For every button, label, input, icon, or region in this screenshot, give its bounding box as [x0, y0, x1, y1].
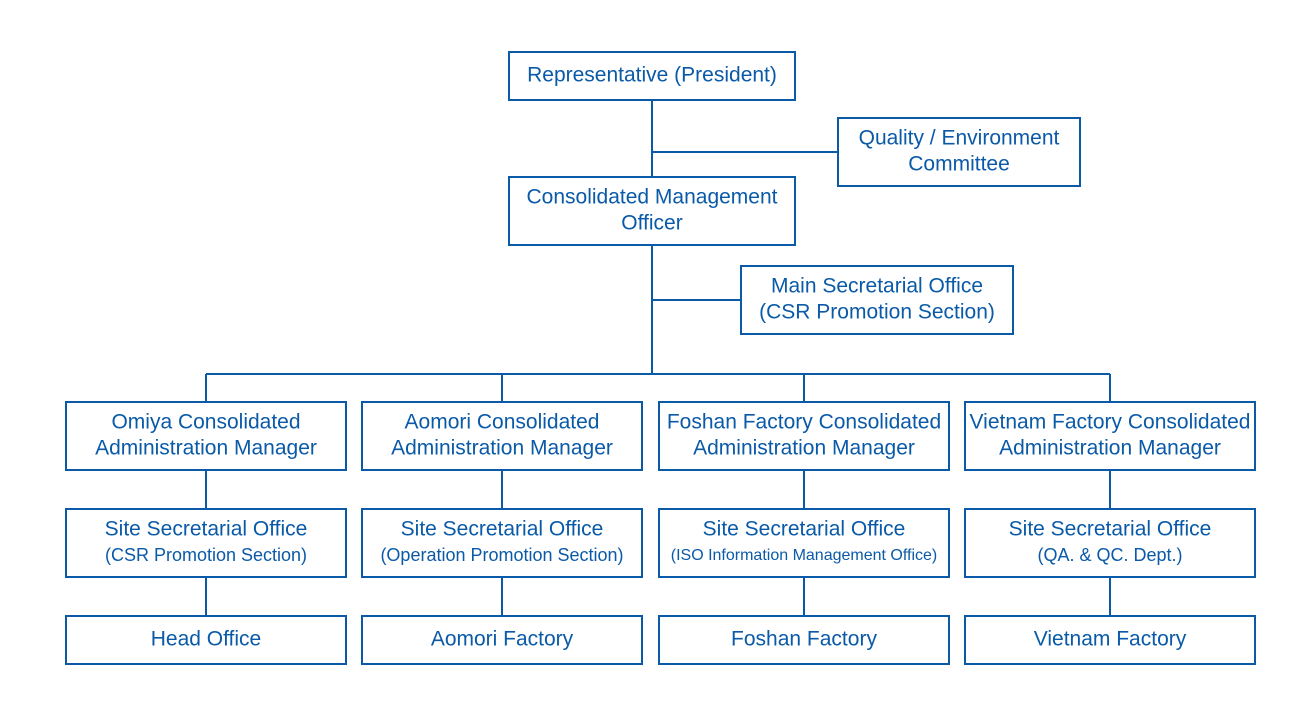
node-label: Foshan Factory Consolidated	[667, 411, 941, 434]
node-label: Vietnam Factory	[1034, 628, 1187, 651]
node-label: Head Office	[151, 628, 262, 651]
node-label: Omiya Consolidated	[111, 411, 300, 434]
node-label: Representative (President)	[527, 64, 777, 87]
org-node-cmo: Consolidated Management Officer	[509, 177, 795, 245]
node-label: Vietnam Factory Consolidated	[970, 411, 1251, 434]
node-label: Officer	[621, 212, 682, 235]
node-label: Committee	[908, 153, 1010, 176]
org-node-foshan_mgr: Foshan Factory Consolidated Administratio…	[659, 402, 949, 470]
org-chart: Representative (President) Quality / Envi…	[0, 0, 1304, 709]
node-label: Site Secretarial Office	[401, 518, 604, 541]
org-node-president: Representative (President)	[509, 52, 795, 100]
org-node-omiya_mgr: Omiya Consolidated Administration Manager	[66, 402, 346, 470]
org-node-foshan_factory: Foshan Factory	[659, 616, 949, 664]
node-label: Consolidated Management	[527, 186, 778, 209]
node-label: (CSR Promotion Section)	[105, 545, 307, 565]
org-node-qec: Quality / Environment Committee	[838, 118, 1080, 186]
node-label: Site Secretarial Office	[1009, 518, 1212, 541]
node-label: (ISO Information Management Office)	[671, 547, 937, 564]
org-node-aomori_mgr: Aomori Consolidated Administration Manage…	[362, 402, 642, 470]
node-label: Site Secretarial Office	[105, 518, 308, 541]
node-label: Administration Manager	[999, 437, 1221, 460]
node-label: (Operation Promotion Section)	[380, 545, 623, 565]
node-label: Foshan Factory	[731, 628, 877, 651]
node-label: Site Secretarial Office	[703, 518, 906, 541]
node-label: Main Secretarial Office	[771, 275, 983, 298]
node-label: Aomori Factory	[431, 628, 574, 651]
org-node-head_office: Head Office	[66, 616, 346, 664]
node-label: Aomori Consolidated	[405, 411, 600, 434]
org-node-foshan_sso: Site Secretarial Office (ISO Information …	[659, 509, 949, 577]
org-node-vietnam_sso: Site Secretarial Office (QA. & QC. Dept.)	[965, 509, 1255, 577]
node-label: Administration Manager	[95, 437, 317, 460]
org-node-aomori_factory: Aomori Factory	[362, 616, 642, 664]
node-label: Administration Manager	[391, 437, 613, 460]
org-node-aomori_sso: Site Secretarial Office (Operation Promot…	[362, 509, 642, 577]
node-label: Quality / Environment	[859, 127, 1060, 150]
org-node-omiya_sso: Site Secretarial Office (CSR Promotion Se…	[66, 509, 346, 577]
node-label: (CSR Promotion Section)	[759, 301, 995, 324]
org-node-mso: Main Secretarial Office (CSR Promotion Se…	[741, 266, 1013, 334]
node-label: (QA. & QC. Dept.)	[1037, 545, 1182, 565]
node-label: Administration Manager	[693, 437, 915, 460]
org-node-vietnam_mgr: Vietnam Factory Consolidated Administrati…	[965, 402, 1255, 470]
org-node-vietnam_factory: Vietnam Factory	[965, 616, 1255, 664]
